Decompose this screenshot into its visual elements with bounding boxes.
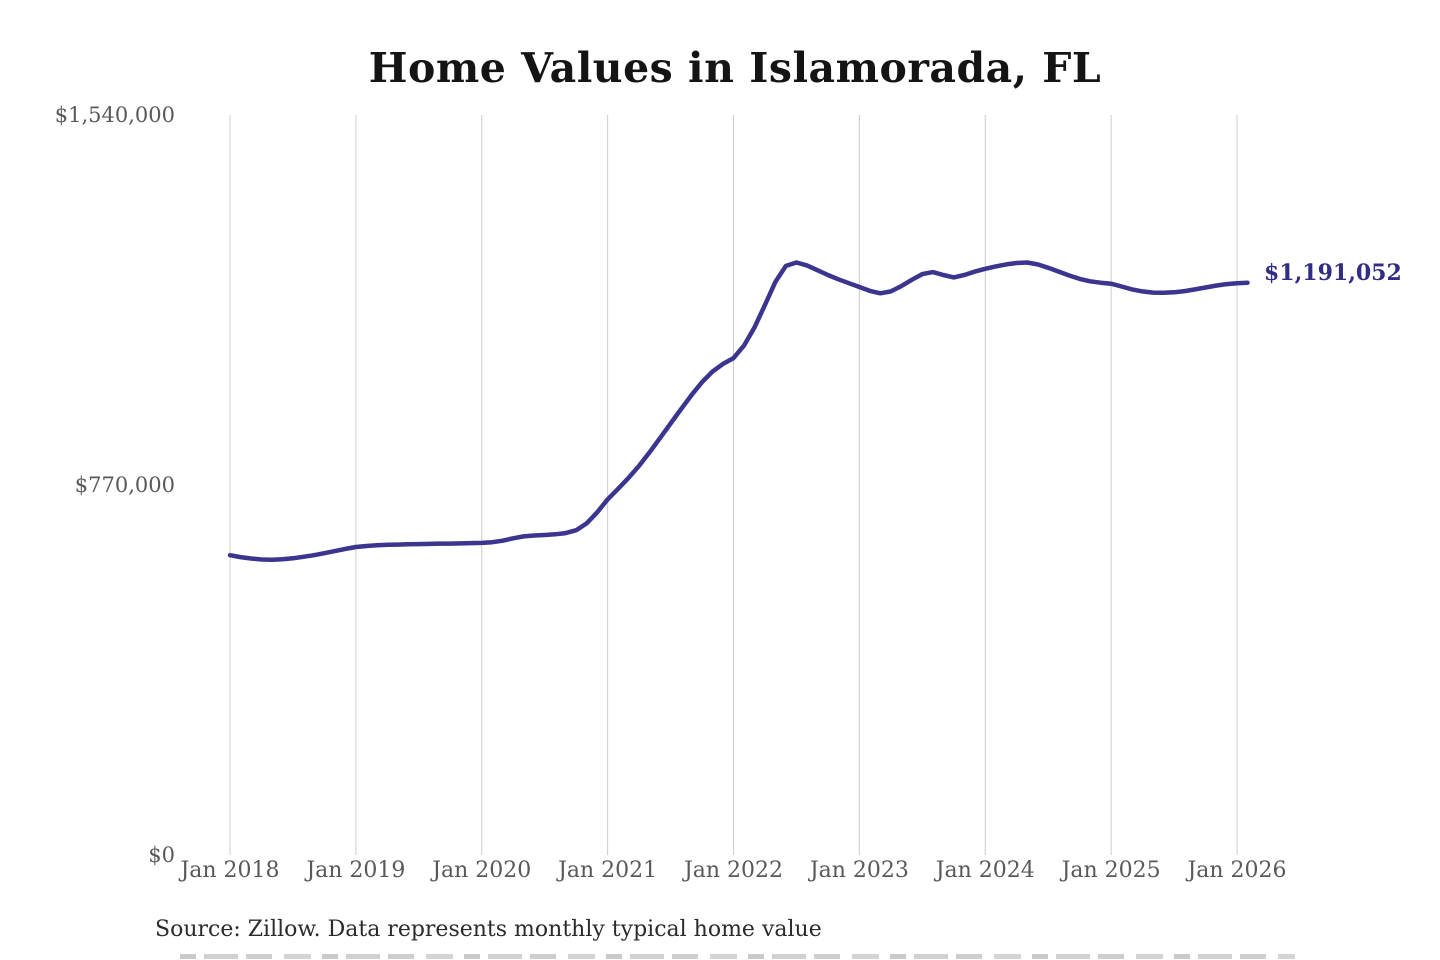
source-note: Source: Zillow. Data represents monthly …: [155, 917, 822, 942]
y-tick-label: $1,540,000: [54, 103, 175, 127]
y-tick-label: $770,000: [74, 473, 175, 497]
x-tick-label: Jan 2025: [1061, 858, 1161, 883]
x-tick-label: Jan 2019: [306, 858, 406, 883]
x-tick-label: Jan 2020: [432, 858, 532, 883]
home-value-series-line: [227, 260, 1250, 562]
x-tick-label: Jan 2023: [809, 858, 909, 883]
cut-off-text-row: [180, 954, 1295, 959]
chart-title: Home Values in Islamorada, FL: [368, 44, 1102, 92]
x-tick-label: Jan 2021: [558, 858, 658, 883]
latest-value-label: $1,191,052: [1264, 260, 1402, 286]
x-tick-label: Jan 2018: [180, 858, 280, 883]
x-tick-label: Jan 2024: [935, 858, 1035, 883]
x-tick-label: Jan 2026: [1187, 858, 1287, 883]
y-tick-label: $0: [148, 843, 175, 867]
x-tick-label: Jan 2022: [683, 858, 784, 883]
